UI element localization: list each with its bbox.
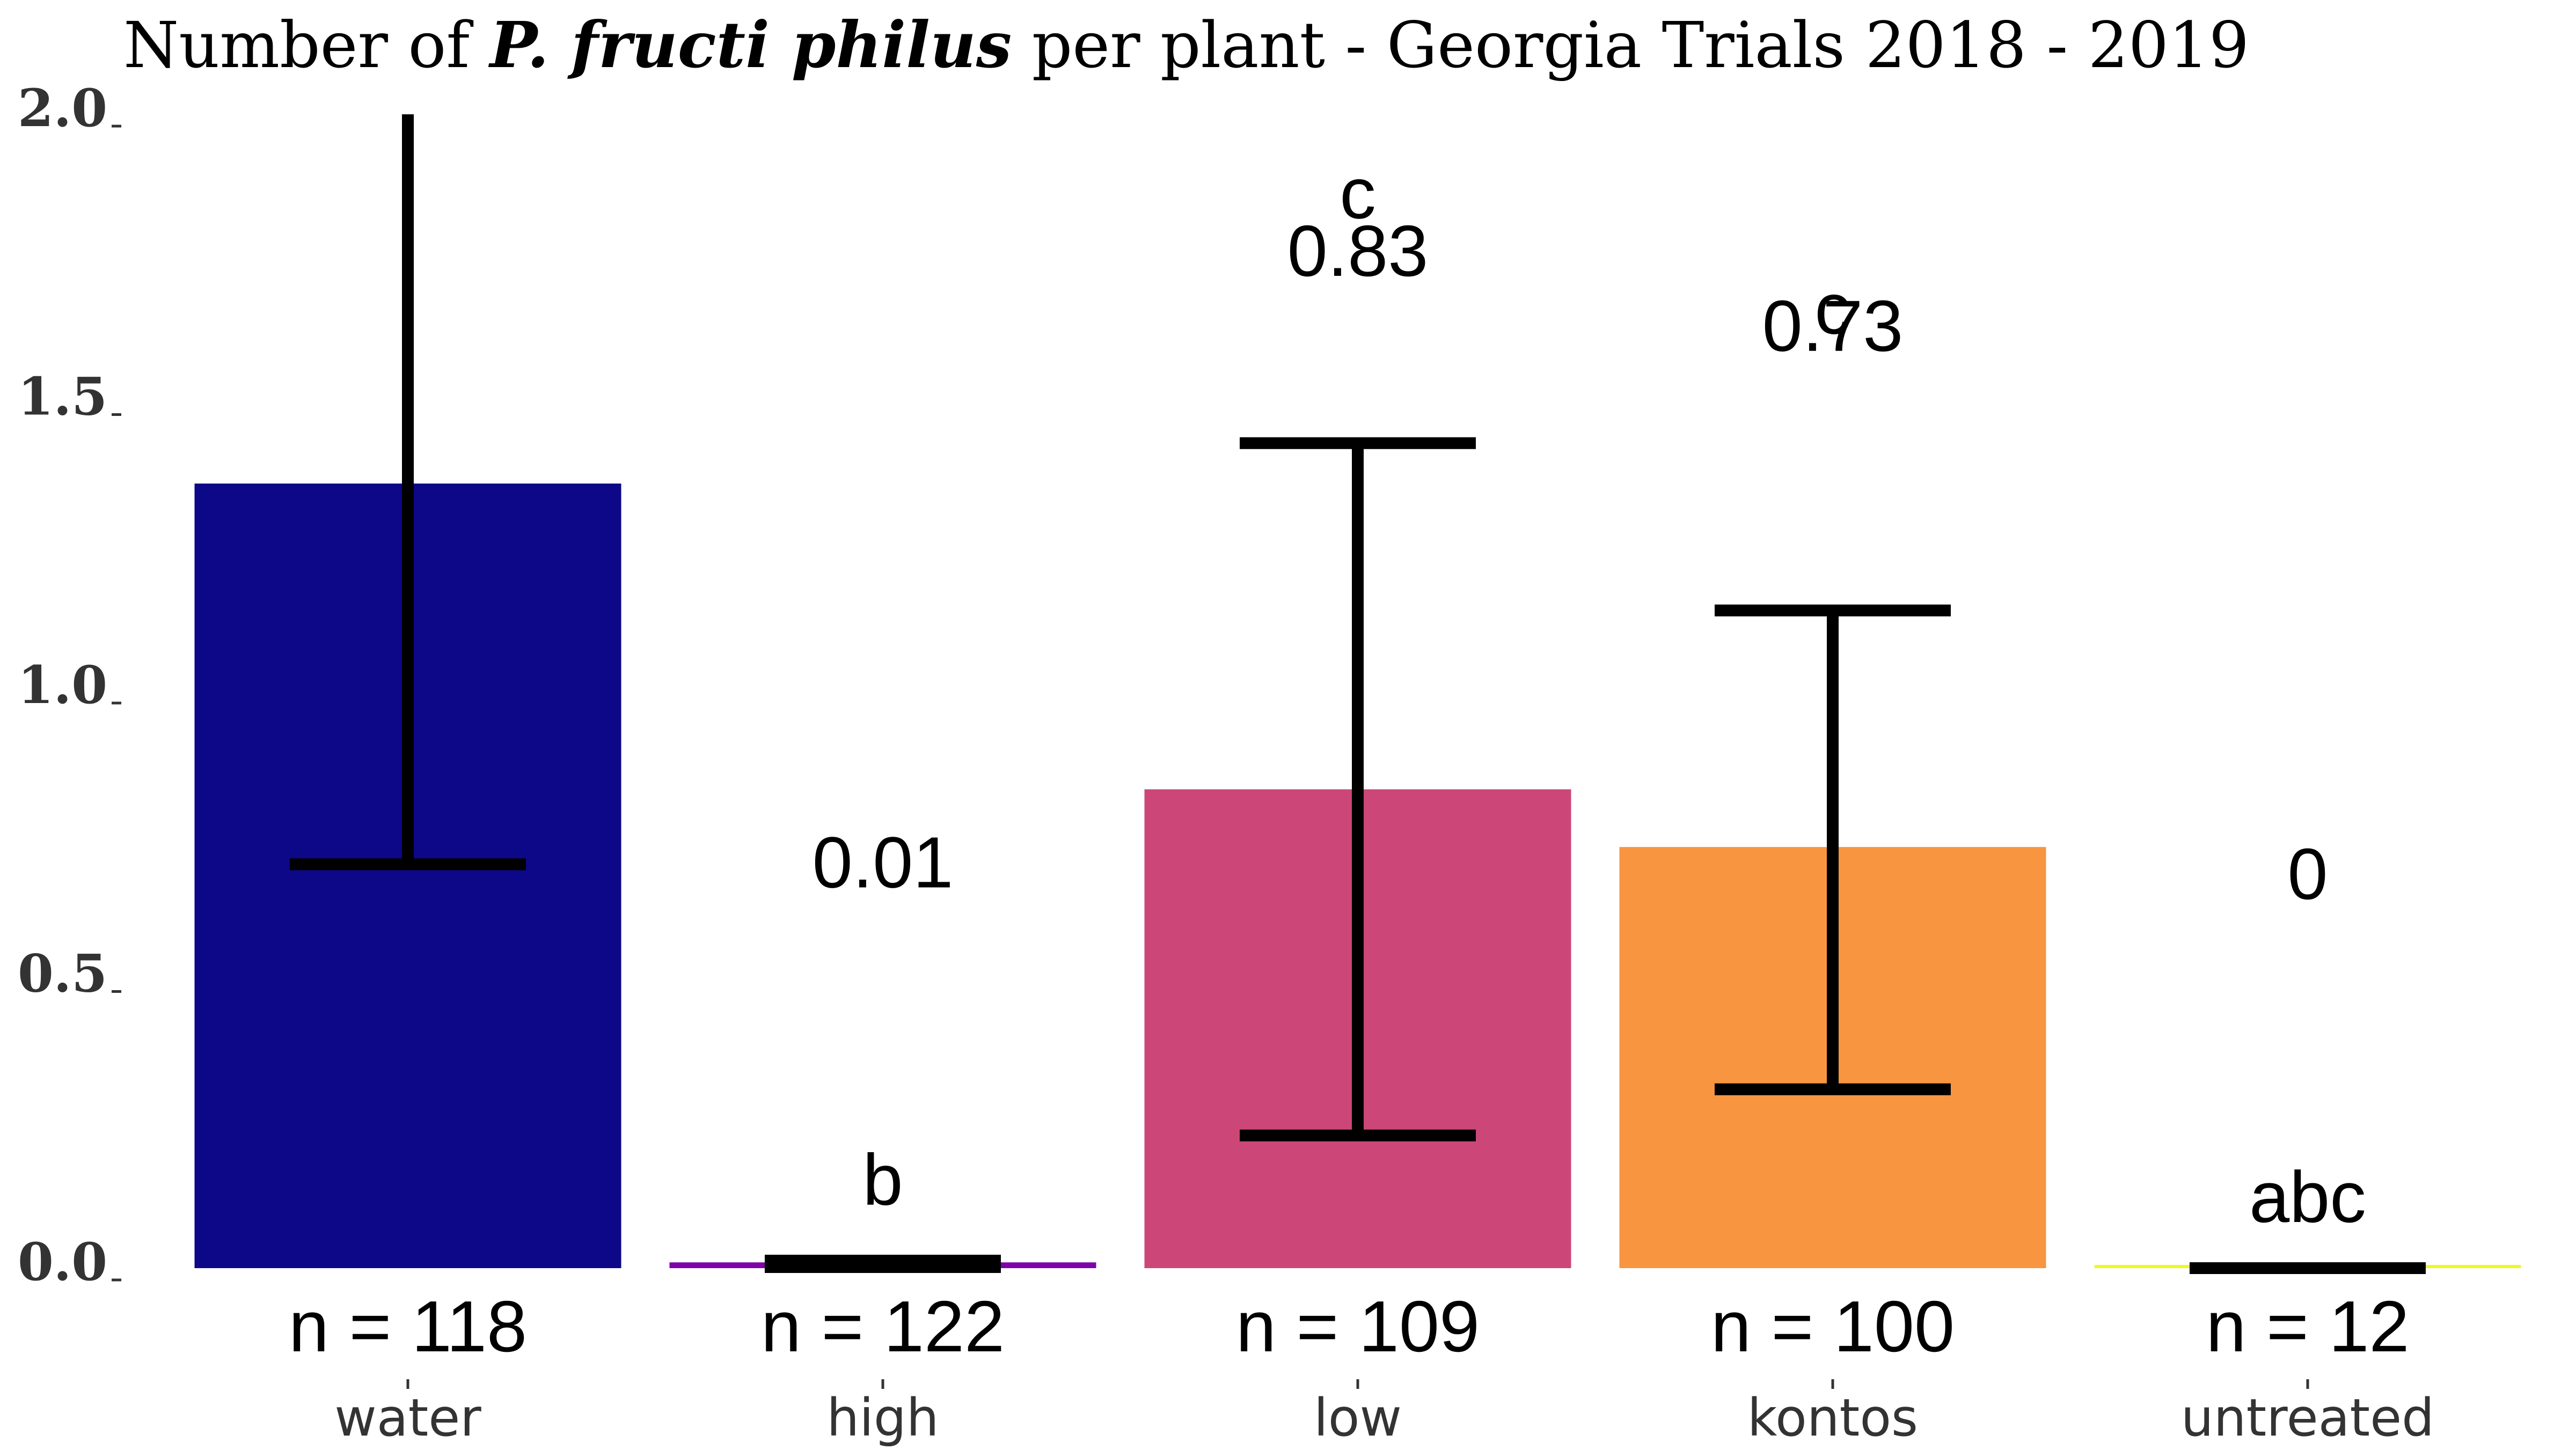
y-tick-label: 1.0 <box>18 655 107 715</box>
significance-letter: c <box>1814 268 1851 349</box>
value-label: 0.83 <box>1287 210 1429 291</box>
error-bar-flat <box>765 1255 1001 1273</box>
x-tick-label: low <box>1314 1388 1402 1448</box>
error-bar-flat <box>2190 1262 2426 1274</box>
significance-letter: abc <box>2249 1157 2366 1238</box>
y-tick-label: 2.0 <box>18 78 107 138</box>
significance-letter: c <box>1340 153 1376 234</box>
chart-title-suffix: per plant - Georgia Trials 2018 - 2019 <box>1012 8 2249 82</box>
x-tick-label: water <box>334 1388 481 1448</box>
y-tick-label: 0.0 <box>18 1232 107 1292</box>
y-axis: 0.0 0.5 1.0 1.5 2.0 <box>18 78 121 1292</box>
chart-title: Number of P. fructi philus per plant - G… <box>123 8 2249 82</box>
y-tick-label: 0.5 <box>18 943 107 1004</box>
sample-size-label: n = 122 <box>761 1286 1005 1367</box>
y-tick-label: 1.5 <box>18 367 107 427</box>
sample-size-label: n = 100 <box>1711 1286 1955 1367</box>
x-tick-label: high <box>826 1388 939 1448</box>
x-tick-label: untreated <box>2181 1388 2434 1448</box>
error-bars <box>290 114 2426 1274</box>
x-tick-label: kontos <box>1747 1388 1918 1448</box>
chart-title-prefix: Number of <box>123 8 490 82</box>
value-label: 0 <box>2287 833 2328 914</box>
value-label: 0.01 <box>813 822 954 903</box>
sample-size-label: n = 118 <box>289 1286 527 1367</box>
sample-size-label: n = 109 <box>1236 1286 1480 1367</box>
annotations: 0.01 0.83 0.73 0 b c c abc n = 118 n = 122 n = 109… <box>289 153 2410 1367</box>
chart-title-species: P. fructi philus <box>488 8 1012 82</box>
sample-size-label: n = 12 <box>2206 1286 2409 1367</box>
x-axis: water high low kontos untreated <box>334 1379 2434 1448</box>
value-label: 0.73 <box>1762 286 1904 367</box>
significance-letter: b <box>862 1139 903 1220</box>
